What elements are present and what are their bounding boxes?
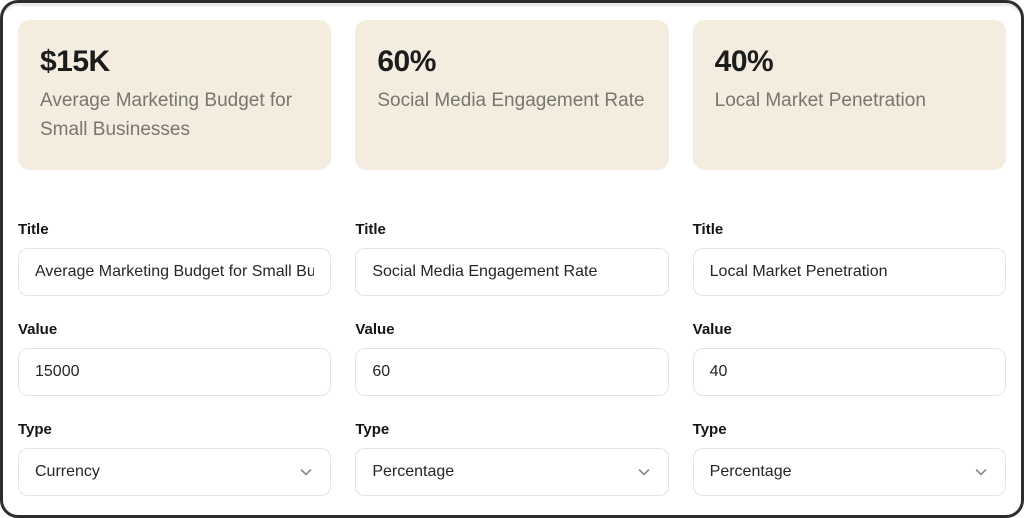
- stat-column-1: $15K Average Marketing Budget for Small …: [18, 20, 332, 515]
- panel-content: $15K Average Marketing Budget for Small …: [3, 3, 1021, 515]
- value-label: Value: [355, 321, 395, 338]
- type-select[interactable]: Percentage: [355, 448, 669, 496]
- title-label: Title: [18, 221, 49, 238]
- type-label: Type: [355, 421, 390, 438]
- stat-form-2: Title Value Type Percentage: [355, 220, 669, 496]
- value-input[interactable]: [355, 348, 669, 396]
- stat-column-3: 40% Local Market Penetration Title Value…: [692, 20, 1006, 515]
- stat-description: Average Marketing Budget for Small Busin…: [40, 90, 293, 141]
- title-input[interactable]: [692, 248, 1006, 296]
- stat-value: $15K: [40, 45, 110, 78]
- stat-card-1: $15K Average Marketing Budget for Small …: [18, 20, 332, 170]
- stat-value: 40%: [714, 45, 774, 78]
- chevron-down-icon: [973, 464, 989, 480]
- stat-columns-grid: $15K Average Marketing Budget for Small …: [18, 20, 1006, 515]
- stat-value: 60%: [377, 45, 436, 78]
- value-label: Value: [692, 321, 732, 338]
- type-select-value: Percentage: [372, 463, 455, 480]
- stat-form-3: Title Value Type Percentage: [692, 220, 1006, 496]
- value-input[interactable]: [692, 348, 1006, 396]
- stat-description: Social Media Engagement Rate: [377, 90, 645, 111]
- stat-card-3: 40% Local Market Penetration: [692, 20, 1006, 170]
- stat-card-2: 60% Social Media Engagement Rate: [355, 20, 669, 170]
- stat-column-2: 60% Social Media Engagement Rate Title V…: [355, 20, 669, 515]
- title-label: Title: [692, 221, 724, 238]
- type-select[interactable]: Currency: [18, 448, 332, 496]
- chevron-down-icon: [298, 464, 314, 480]
- stat-description: Local Market Penetration: [714, 90, 926, 111]
- stat-form-1: Title Value Type Currency: [18, 220, 332, 496]
- type-select-value: Percentage: [709, 463, 792, 480]
- chevron-down-icon: [636, 464, 652, 480]
- type-label: Type: [692, 421, 727, 438]
- value-input[interactable]: [18, 348, 332, 396]
- type-select[interactable]: Percentage: [692, 448, 1006, 496]
- title-input[interactable]: [18, 248, 332, 296]
- value-label: Value: [18, 321, 58, 338]
- title-label: Title: [355, 221, 386, 238]
- type-select-value: Currency: [35, 463, 100, 480]
- type-label: Type: [18, 421, 52, 438]
- title-input[interactable]: [355, 248, 669, 296]
